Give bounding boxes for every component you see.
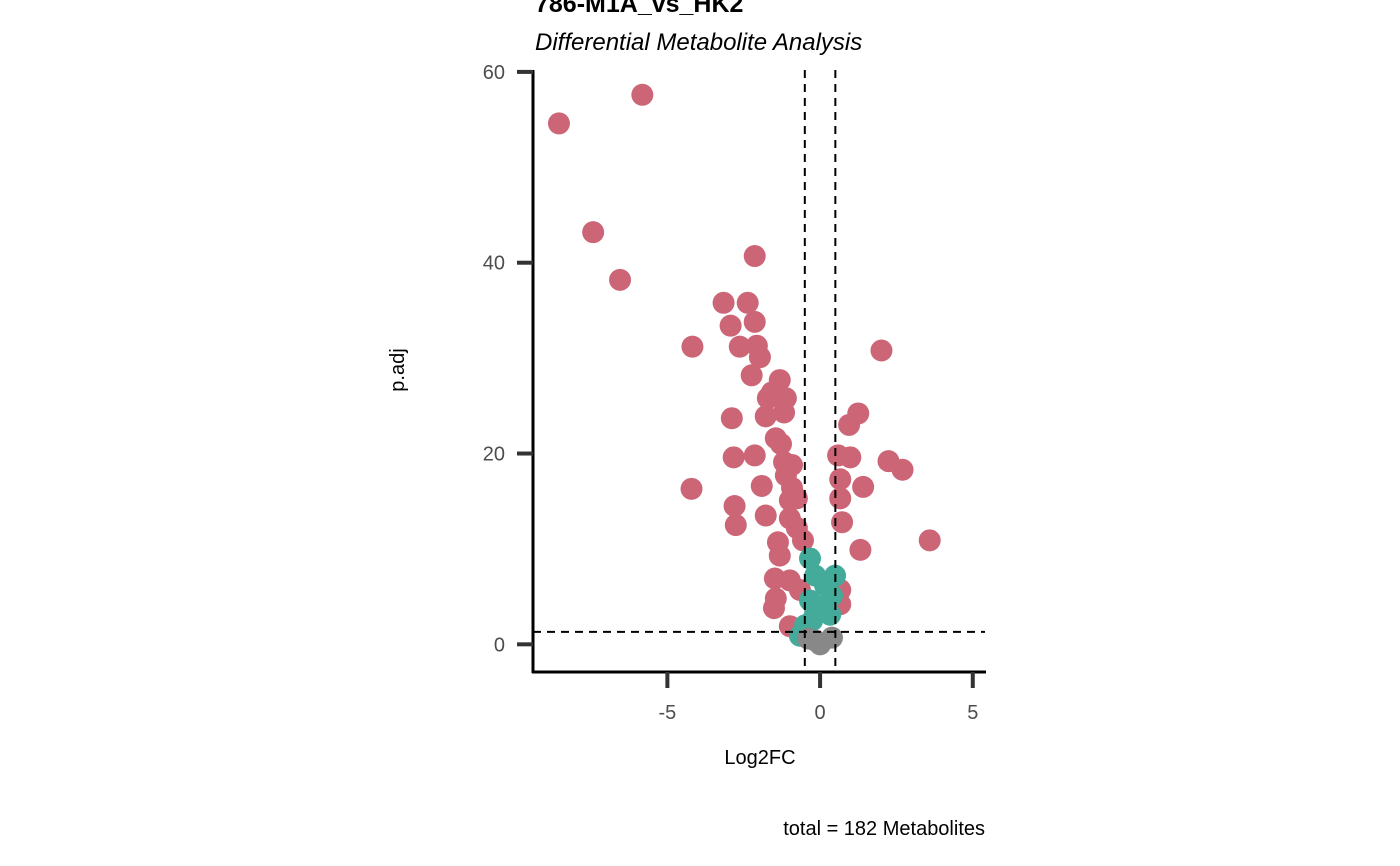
data-point (754, 504, 777, 527)
chart-title: 786-M1A_vs_HK2 (535, 0, 743, 18)
data-point (728, 335, 751, 358)
y-axis-title: p.adj (387, 348, 409, 391)
data-point (680, 477, 703, 500)
chart-caption: total = 182 Metabolites (783, 818, 985, 840)
data-point (736, 291, 759, 314)
data-point (609, 268, 632, 291)
data-point (778, 489, 801, 512)
data-point (722, 446, 745, 469)
data-point (797, 627, 820, 650)
x-tick-label: 0 (815, 702, 826, 724)
data-point (631, 83, 654, 106)
data-point (801, 609, 824, 632)
threshold-lines (533, 70, 985, 672)
data-point (829, 468, 852, 491)
data-point (849, 538, 872, 561)
data-point (681, 335, 704, 358)
data-point (870, 339, 893, 362)
data-point (743, 310, 766, 333)
data-point (769, 432, 792, 455)
data-point (768, 544, 791, 567)
data-point (720, 407, 743, 430)
x-tick-label: -5 (658, 702, 676, 724)
y-tick-label: 40 (483, 253, 505, 275)
data-point (723, 494, 746, 517)
data-point (750, 474, 773, 497)
data-point (829, 487, 852, 510)
data-point (762, 597, 785, 620)
data-point (791, 529, 814, 552)
data-point (756, 387, 779, 410)
data-point (712, 291, 735, 314)
x-axis-title: Log2FC (724, 747, 795, 769)
data-point (743, 444, 766, 467)
data-point (891, 458, 914, 481)
data-point (743, 245, 766, 268)
data-point (754, 405, 777, 428)
data-point (547, 112, 570, 135)
data-point (839, 446, 862, 469)
data-point (582, 221, 605, 244)
chart-subtitle: Differential Metabolite Analysis (535, 29, 862, 56)
data-point (748, 346, 771, 369)
y-tick-label: 20 (483, 444, 505, 466)
x-axis-ticks: -5 0 5 (658, 672, 978, 724)
data-point (773, 401, 796, 424)
data-point (831, 511, 854, 534)
x-tick-label: 5 (967, 702, 978, 724)
data-point (918, 529, 941, 552)
data-point (852, 475, 875, 498)
data-point (724, 514, 747, 537)
data-points (547, 83, 941, 656)
data-point (719, 314, 742, 337)
data-point (838, 413, 861, 436)
y-tick-label: 0 (494, 634, 505, 656)
y-axis-ticks: 0 20 40 60 (483, 62, 533, 656)
y-tick-label: 60 (483, 62, 505, 84)
data-point (740, 364, 763, 387)
